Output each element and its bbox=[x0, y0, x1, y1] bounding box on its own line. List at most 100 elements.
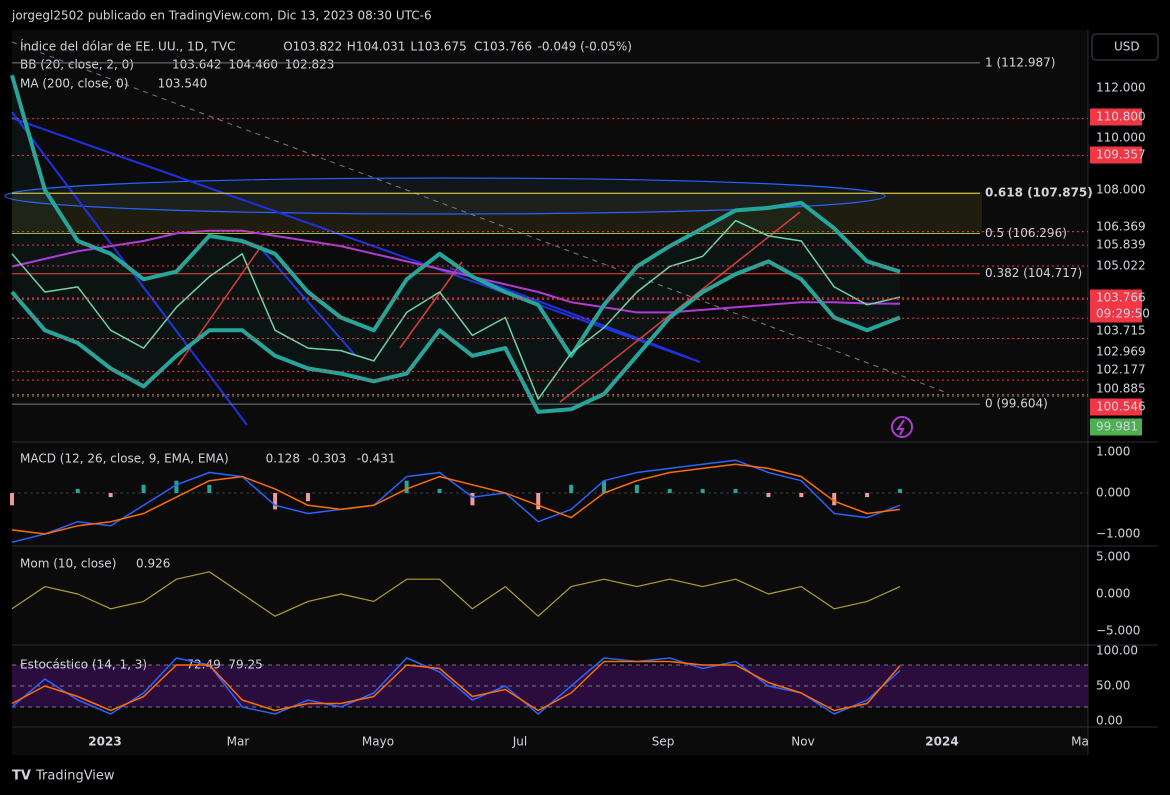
x-tick-label: Ma bbox=[1071, 735, 1089, 749]
macd-histogram bbox=[733, 488, 738, 493]
trendline bbox=[559, 211, 801, 403]
macd-histogram bbox=[865, 493, 870, 498]
trendline bbox=[257, 244, 356, 356]
change: -0.049 (-0.05%) bbox=[538, 40, 632, 54]
price-tag-bg bbox=[1090, 218, 1142, 236]
x-tick-label: Mar bbox=[227, 735, 250, 749]
macd-histogram bbox=[141, 484, 146, 493]
bb-upper bbox=[10, 74, 901, 358]
price-tag-bg bbox=[1090, 236, 1142, 254]
y-tick-label: −1.000 bbox=[1096, 527, 1140, 541]
price-tag: 112.000 bbox=[1096, 81, 1146, 95]
legend-value: 102.823 bbox=[285, 58, 335, 72]
x-tick-label: Nov bbox=[791, 735, 814, 749]
published-by: jorgegl2502 publicado en TradingView.com… bbox=[11, 9, 432, 23]
price-tag: 102.177 bbox=[1096, 363, 1146, 377]
macd-histogram bbox=[404, 480, 409, 493]
legend-value: 103.642 bbox=[172, 58, 222, 72]
legend-value: 0.926 bbox=[136, 557, 170, 571]
price-tag: 100.546 bbox=[1096, 400, 1146, 414]
currency-button[interactable] bbox=[1091, 33, 1159, 61]
price-tag-bg bbox=[1090, 361, 1142, 379]
legend-value: 104.460 bbox=[228, 58, 278, 72]
legend-value: -0.303 bbox=[308, 452, 347, 466]
legend-value: 103.540 bbox=[158, 77, 208, 91]
macd-histogram bbox=[832, 493, 837, 506]
x-tick-label: 2023 bbox=[88, 735, 121, 749]
currency: USD bbox=[1114, 40, 1140, 54]
y-tick-label: 0.00 bbox=[1096, 714, 1123, 728]
chart-area bbox=[12, 30, 1088, 755]
y-tick-label: 1.000 bbox=[1096, 445, 1130, 459]
legend-value: 79.25 bbox=[228, 658, 262, 672]
footer: TradingView bbox=[35, 769, 115, 784]
y-tick-label: 100.00 bbox=[1096, 644, 1138, 658]
event-icon[interactable] bbox=[891, 416, 913, 438]
price-tag: 105.839 bbox=[1096, 238, 1146, 252]
price-tag-time: 09:29:50 bbox=[1096, 307, 1150, 321]
ohlc-value: O103.822 bbox=[283, 40, 342, 54]
price-line bbox=[11, 219, 901, 400]
macd-histogram bbox=[898, 488, 902, 493]
legend-value: -0.431 bbox=[357, 452, 396, 466]
macd-histogram bbox=[437, 488, 442, 493]
price-tag-bg bbox=[1090, 380, 1142, 398]
fib-label: 0.5 (106.296) bbox=[985, 226, 1067, 240]
macd-histogram bbox=[536, 493, 541, 510]
price-tag-bg bbox=[1090, 257, 1142, 275]
macd-histogram bbox=[273, 493, 278, 510]
price-tag: 110.000 bbox=[1096, 131, 1146, 145]
fib-label: 0.382 (104.717) bbox=[985, 266, 1082, 280]
tv-logo: TV bbox=[12, 769, 31, 784]
ohlc-value: L103.675 bbox=[410, 40, 466, 54]
macd-histogram bbox=[569, 484, 574, 493]
ellipse-drawing bbox=[4, 177, 886, 215]
trendline bbox=[399, 261, 463, 349]
price-tag: 109.357 bbox=[1096, 148, 1146, 162]
macd-histogram bbox=[306, 493, 310, 502]
macd-histogram bbox=[108, 493, 113, 498]
price-tag: 105.022 bbox=[1096, 259, 1146, 273]
x-tick-label: Mayo bbox=[362, 735, 394, 749]
bb-lower bbox=[10, 259, 901, 414]
price-tag-bg bbox=[1090, 418, 1142, 436]
signal-line bbox=[11, 463, 901, 535]
macd-histogram bbox=[700, 488, 705, 493]
legend-name: MACD (12, 26, close, 9, EMA, EMA) bbox=[20, 452, 229, 466]
ohlc-value: H104.031 bbox=[347, 40, 406, 54]
price-tag: 106.369 bbox=[1096, 220, 1146, 234]
fib-zone bbox=[12, 192, 982, 233]
y-tick-label: 0.000 bbox=[1096, 486, 1130, 500]
macd-histogram bbox=[602, 480, 606, 493]
x-tick-label: Jul bbox=[512, 735, 527, 749]
y-tick-label: −5.000 bbox=[1096, 624, 1140, 638]
price-tag: 103.766 bbox=[1096, 291, 1146, 305]
x-tick-label: 2024 bbox=[925, 735, 958, 749]
y-tick-label: 50.00 bbox=[1096, 679, 1130, 693]
price-tag: 102.969 bbox=[1096, 345, 1146, 359]
macd-histogram bbox=[10, 493, 14, 506]
macd-histogram bbox=[634, 484, 639, 493]
stoch-d bbox=[11, 660, 901, 712]
fib-label: 0 (99.604) bbox=[985, 397, 1048, 411]
price-tag-bg bbox=[1090, 289, 1142, 324]
x-tick-label: Sep bbox=[652, 735, 675, 749]
price-tag: 103.715 bbox=[1096, 324, 1146, 338]
fib-label: 0.618 (107.875) bbox=[985, 186, 1093, 200]
macd-histogram bbox=[799, 493, 804, 498]
price-tag-bg bbox=[1090, 322, 1142, 340]
ohlc-value: C103.766 bbox=[474, 40, 532, 54]
price-tag: 100.885 bbox=[1096, 382, 1146, 396]
trendline bbox=[11, 117, 701, 363]
legend-name: Mom (10, close) bbox=[20, 557, 116, 571]
legend-name: Estocástico (14, 1, 3) bbox=[20, 658, 147, 672]
fib-label: 1 (112.987) bbox=[985, 55, 1055, 69]
legend-name: BB (20, close, 2, 0) bbox=[20, 58, 134, 72]
price-tag: 108.000 bbox=[1096, 183, 1146, 197]
legend-value: 0.128 bbox=[266, 452, 300, 466]
event-icon-bolt bbox=[896, 419, 905, 436]
symbol: Índice del dólar de EE. UU., 1D, TVC bbox=[20, 39, 235, 54]
macd-histogram bbox=[470, 493, 475, 506]
bb-fill bbox=[12, 75, 900, 412]
